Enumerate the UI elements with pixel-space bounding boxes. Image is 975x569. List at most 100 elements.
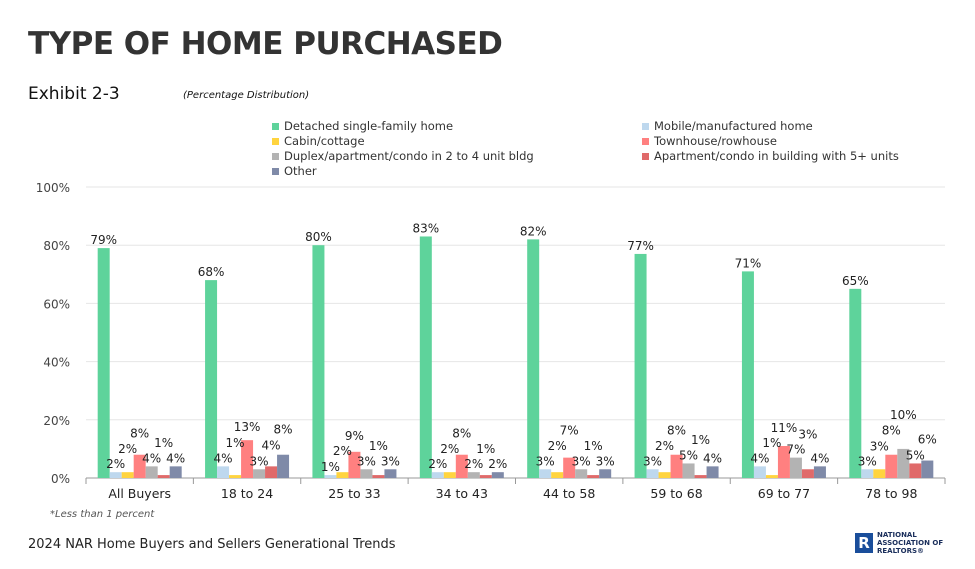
data-label: 1% — [691, 433, 710, 447]
bar — [241, 440, 254, 478]
legend-label: Townhouse/rowhouse — [654, 134, 777, 148]
legend-label: Mobile/manufactured home — [654, 119, 813, 133]
data-label: 3% — [250, 454, 269, 468]
data-label: 3% — [572, 454, 591, 468]
bar — [777, 445, 790, 478]
bar — [253, 469, 266, 478]
bar — [455, 454, 468, 478]
bar — [109, 472, 122, 478]
bar — [205, 280, 218, 478]
data-label: 83% — [412, 221, 439, 235]
bar — [169, 466, 182, 478]
bar — [97, 248, 110, 478]
logo-line: ASSOCIATION OF — [877, 539, 944, 547]
bar — [706, 466, 719, 478]
data-label: 3% — [798, 427, 817, 441]
bar — [634, 253, 647, 478]
data-label: 13% — [234, 420, 261, 434]
x-tick-label: 34 to 43 — [436, 486, 488, 501]
nar-logo: R NATIONAL ASSOCIATION OF REALTORS® — [855, 531, 943, 555]
bar — [348, 451, 361, 478]
bar — [372, 475, 385, 478]
legend-item: Apartment/condo in building with 5+ unit… — [642, 149, 932, 163]
bar — [419, 236, 432, 478]
chart-legend: Detached single-family home Mobile/manufa… — [272, 119, 932, 178]
data-label: 4% — [750, 451, 769, 465]
bar — [587, 475, 600, 478]
data-label: 10% — [890, 408, 917, 422]
data-label: 2% — [428, 457, 447, 471]
legend-swatch — [272, 152, 279, 160]
bar — [765, 475, 778, 478]
x-tick-label: 59 to 68 — [650, 486, 702, 501]
legend-item: Cabin/cottage — [272, 134, 642, 148]
legend-swatch — [642, 137, 649, 145]
data-label: 2% — [333, 444, 352, 458]
bar — [873, 469, 886, 478]
bar — [909, 463, 922, 478]
data-label: 3% — [381, 454, 400, 468]
bar — [885, 454, 898, 478]
data-label: 8% — [130, 427, 149, 441]
bar — [479, 475, 492, 478]
data-label: 71% — [735, 256, 762, 270]
legend-swatch — [642, 122, 649, 130]
bar — [431, 472, 444, 478]
data-label: 80% — [305, 230, 332, 244]
legend-label: Apartment/condo in building with 5+ unit… — [654, 149, 899, 163]
bar — [897, 448, 910, 478]
data-label: 11% — [771, 421, 798, 435]
data-label: 4% — [214, 451, 233, 465]
logo-line: REALTORS® — [877, 547, 925, 555]
bar — [921, 460, 934, 478]
bar — [277, 454, 290, 478]
legend-swatch — [272, 122, 279, 130]
data-label: 8% — [274, 423, 293, 437]
logo-line: NATIONAL — [877, 531, 917, 539]
bar — [157, 475, 170, 478]
data-label: 4% — [810, 451, 829, 465]
legend-swatch — [272, 167, 279, 175]
exhibit-label: Exhibit 2-3 — [28, 84, 120, 104]
data-label: 1% — [369, 439, 388, 453]
bar — [360, 469, 373, 478]
bar — [467, 472, 480, 478]
data-label: 4% — [142, 451, 161, 465]
bar — [229, 475, 242, 478]
data-label: 65% — [842, 274, 869, 288]
x-tick-label: All Buyers — [108, 486, 171, 501]
bar — [599, 469, 612, 478]
y-tick-label: 80% — [43, 239, 70, 253]
y-tick-label: 20% — [43, 414, 70, 428]
bar — [753, 466, 766, 478]
data-label: 8% — [452, 427, 471, 441]
data-label: 2% — [106, 457, 125, 471]
data-label: 3% — [357, 454, 376, 468]
y-tick-label: 100% — [36, 181, 70, 195]
data-label: 4% — [166, 451, 185, 465]
bar — [575, 469, 588, 478]
legend-label: Detached single-family home — [284, 119, 454, 133]
bar — [491, 472, 504, 478]
bar — [861, 469, 874, 478]
subtitle: (Percentage Distribution) — [183, 90, 310, 101]
data-label: 8% — [667, 424, 686, 438]
bar — [741, 271, 754, 478]
bar — [849, 288, 862, 478]
page-title: TYPE OF HOME PURCHASED — [28, 26, 503, 62]
data-label: 3% — [536, 454, 555, 468]
data-label: 6% — [918, 433, 937, 447]
data-label: 68% — [198, 265, 225, 279]
legend-swatch — [272, 137, 279, 145]
data-label: 7% — [560, 424, 579, 438]
data-label: 2% — [464, 457, 483, 471]
bar — [813, 466, 826, 478]
data-label: 7% — [786, 443, 805, 457]
data-label: 82% — [520, 224, 547, 238]
data-label: 77% — [627, 239, 654, 253]
data-label: 2% — [440, 442, 459, 456]
bar — [384, 469, 397, 478]
bar — [551, 472, 564, 478]
